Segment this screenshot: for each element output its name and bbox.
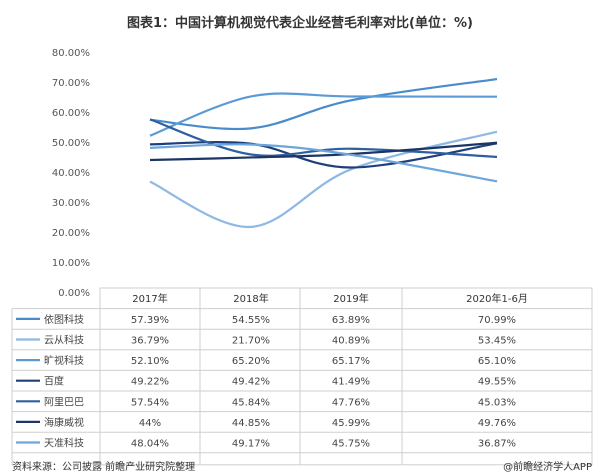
data-cell-value: 44% [139, 418, 161, 429]
data-cell-value: 53.45% [478, 336, 516, 347]
data-cell-value: 47.76% [332, 397, 370, 408]
legend-label: 天准科技 [44, 437, 84, 450]
x-category-label: 2017年 [132, 292, 167, 305]
data-cell-value: 36.79% [131, 336, 169, 347]
data-cell-value: 45.75% [332, 439, 370, 450]
data-cell-value: 65.10% [478, 356, 516, 367]
y-tick-label: 70.00% [52, 78, 90, 89]
y-tick-label: 0.00% [58, 288, 90, 299]
x-category-label: 2020年1-6月 [466, 292, 528, 305]
data-cell-value: 49.42% [232, 377, 270, 388]
data-cell-value: 49.55% [478, 377, 516, 388]
data-cell-value: 54.55% [232, 315, 270, 326]
data-cell-value: 49.17% [232, 439, 270, 450]
data-cell-value: 65.17% [332, 356, 370, 367]
data-cell-value: 57.39% [131, 315, 169, 326]
data-cell-value: 41.49% [332, 377, 370, 388]
data-cell-value: 57.54% [131, 397, 169, 408]
data-cell-value: 45.03% [478, 397, 516, 408]
source-note: 资料来源：公司披露 前瞻产业研究院整理 [12, 462, 196, 473]
legend-label: 百度 [44, 375, 64, 388]
series-line [149, 141, 498, 169]
data-cell-value: 36.87% [478, 439, 516, 450]
legend-label: 旷视科技 [44, 354, 84, 367]
data-cell-value: 40.89% [332, 336, 370, 347]
series-line [149, 130, 498, 229]
y-tick-label: 80.00% [52, 48, 90, 59]
data-cell-value: 49.22% [131, 377, 169, 388]
legend-label: 云从科技 [44, 334, 84, 347]
y-tick-label: 50.00% [52, 138, 90, 149]
data-cell-value: 44.85% [232, 418, 270, 429]
data-cell-value: 48.04% [131, 439, 169, 450]
data-cell-value: 52.10% [131, 356, 169, 367]
data-cell-value: 45.99% [332, 418, 370, 429]
series-line [149, 77, 498, 131]
legend-label: 阿里巴巴 [44, 396, 84, 408]
data-cell-value: 65.20% [232, 356, 270, 367]
credit-note: @前瞻经济学人APP [503, 462, 592, 473]
y-tick-label: 40.00% [52, 168, 90, 179]
legend-label: 依图科技 [44, 313, 84, 326]
data-cell-value: 70.99% [478, 315, 516, 326]
data-cell-value: 49.76% [478, 418, 516, 429]
chart-title: 图表1：中国计算机视觉代表企业经营毛利率对比(单位：%) [127, 16, 473, 31]
y-tick-label: 10.00% [52, 258, 90, 269]
series-line [149, 92, 498, 137]
series-line [149, 143, 498, 183]
data-cell-value: 63.89% [332, 315, 370, 326]
data-cell-value: 21.70% [232, 336, 270, 347]
y-tick-label: 20.00% [52, 228, 90, 239]
y-tick-label: 60.00% [52, 108, 90, 119]
legend-label: 海康威视 [44, 416, 84, 429]
series-line [149, 141, 498, 162]
series-line [149, 118, 498, 159]
x-category-label: 2018年 [233, 292, 268, 305]
x-category-label: 2019年 [333, 292, 368, 305]
y-tick-label: 30.00% [52, 198, 90, 209]
data-cell-value: 45.84% [232, 397, 270, 408]
